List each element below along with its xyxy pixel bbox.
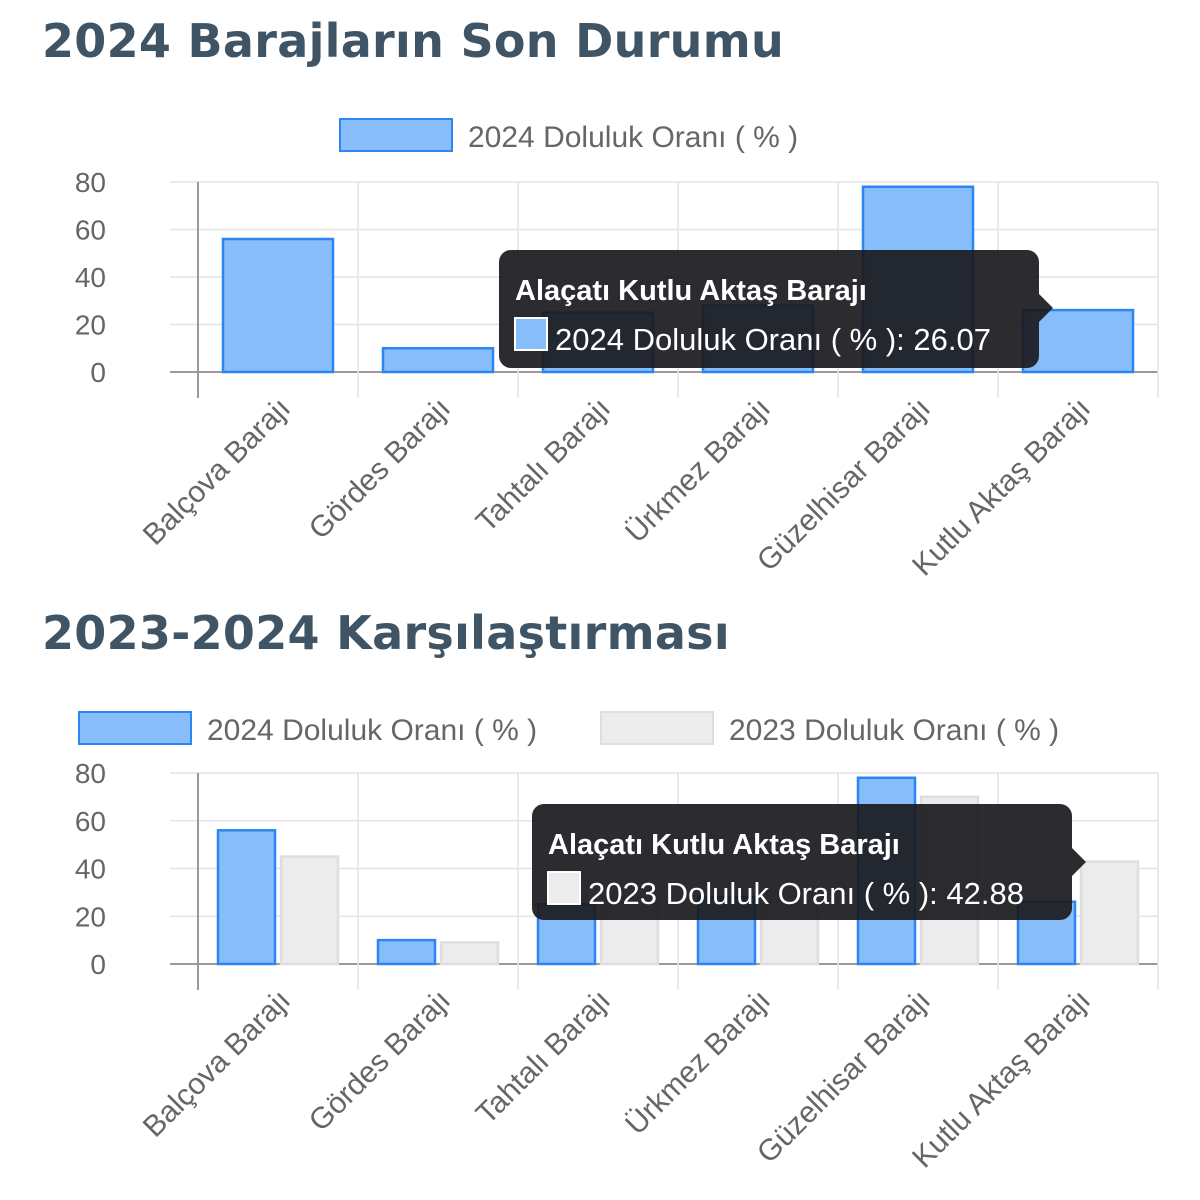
y-tick-label: 20 [75,901,106,932]
y-tick-label: 0 [90,949,106,980]
chart1-section-title: 2024 Barajların Son Durumu [42,14,785,68]
y-tick-label: 20 [75,310,106,341]
x-tick-label: Güzelhisar Barajı [751,984,937,1170]
x-tick-label: Tahtalı Barajı [470,392,617,539]
tooltip: Alaçatı Kutlu Aktaş Barajı 2024 Doluluk O… [499,250,1053,368]
x-tick-label: Ürkmez Barajı [619,984,777,1142]
comparison-bar-chart-2023-2024[interactable]: 2024 Doluluk Oranı ( % ) 2023 Doluluk Ora… [0,690,1200,1200]
bar-series0-cat5[interactable] [1021,308,1135,374]
bar-series0-cat1[interactable] [376,938,437,966]
tooltip-label: 2024 Doluluk Oranı ( % ): 26.07 [555,322,991,357]
tooltip-box [532,804,1072,920]
x-tick-label: Kutlu Aktaş Barajı [906,392,1097,583]
tooltip-label: 2023 Doluluk Oranı ( % ): 42.88 [588,876,1024,911]
tooltip-swatch [514,317,548,351]
tooltip-caret [1039,294,1053,322]
tooltip-title: Alaçatı Kutlu Aktaş Barajı [515,275,867,307]
grid [170,181,1159,398]
x-tick-label: Tahtalı Barajı [470,984,617,1131]
y-tick-label: 0 [90,357,106,388]
legend-label-1[interactable]: 2023 Doluluk Oranı ( % ) [729,714,1059,747]
x-tick-label: Ürkmez Barajı [619,392,777,550]
tooltip-box [499,250,1039,368]
x-tick-label: Balçova Barajı [137,392,297,552]
y-tick-label: 80 [75,167,106,198]
x-tick-label: Gördes Barajı [303,984,457,1138]
bar-series0-cat0[interactable] [216,829,277,966]
tooltip-title: Alaçatı Kutlu Aktaş Barajı [548,829,900,861]
legend-swatch-1[interactable] [600,711,714,745]
x-tick-label: Balçova Barajı [137,984,297,1144]
bar-series1-cat5[interactable] [1079,860,1140,966]
bar-series0-cat1[interactable] [381,347,495,374]
legend-label-0[interactable]: 2024 Doluluk Oranı ( % ) [468,121,798,154]
tooltip: Alaçatı Kutlu Aktaş Barajı 2023 Doluluk O… [532,804,1086,920]
chart2-section-title: 2023-2024 Karşılaştırması [42,606,730,660]
legend: 2024 Doluluk Oranı ( % ) 2023 Doluluk Ora… [78,711,1059,747]
y-tick-label: 40 [75,854,106,885]
legend: 2024 Doluluk Oranı ( % ) [339,118,798,154]
fill-rate-bar-chart-2024[interactable]: 2024 Doluluk Oranı ( % ) 0 20 40 60 80 Balçova… [0,100,1200,600]
legend-swatch-0[interactable] [339,118,453,152]
y-tick-label: 40 [75,262,106,293]
legend-swatch-0[interactable] [78,711,192,745]
x-tick-label: Gördes Barajı [303,392,457,546]
legend-label-0[interactable]: 2024 Doluluk Oranı ( % ) [207,714,537,747]
bar-series1-cat1[interactable] [439,941,500,966]
tooltip-swatch [547,871,581,905]
y-tick-label: 80 [75,758,106,789]
x-tick-label: Kutlu Aktaş Barajı [906,984,1097,1175]
tooltip-caret [1072,848,1086,876]
y-tick-label: 60 [75,215,106,246]
bar-series1-cat0[interactable] [279,855,340,966]
x-tick-label: Güzelhisar Barajı [751,392,937,578]
y-tick-label: 60 [75,806,106,837]
bar-series0-cat0[interactable] [221,237,335,374]
